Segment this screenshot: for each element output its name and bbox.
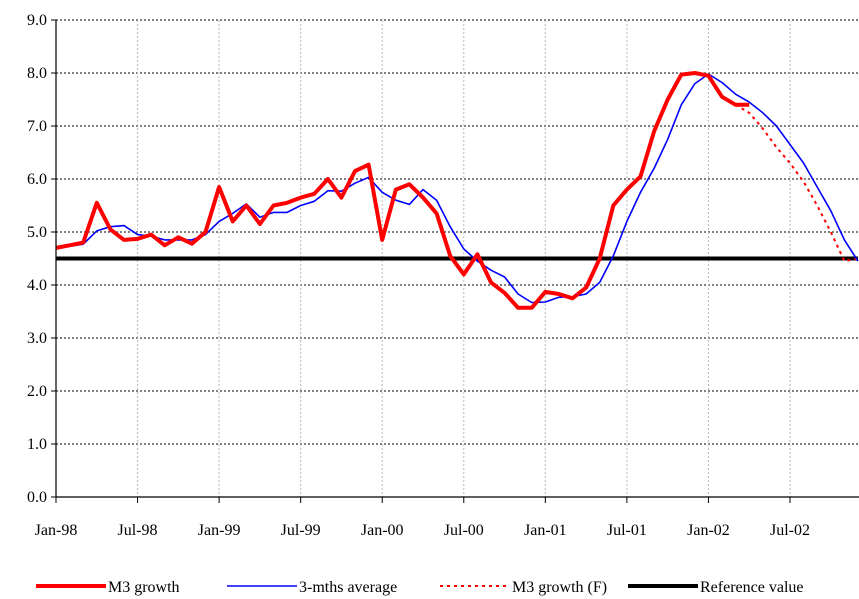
legend-label-m3-growth: M3 growth <box>108 579 180 596</box>
y-tick-label: 1.0 <box>27 436 47 453</box>
y-axis-tick-labels: 0.0 1.0 2.0 3.0 4.0 5.0 6.0 7.0 8.0 9.0 <box>27 12 47 506</box>
x-tick-label: Jan-02 <box>687 522 730 539</box>
x-tick-label: Jul-99 <box>281 522 321 539</box>
x-axis-tick-labels: Jan-98 Jul-98 Jan-99 Jul-99 Jan-00 Jul-00 Jan-… <box>35 522 810 539</box>
x-tick-label: Jul-00 <box>444 522 484 539</box>
x-tick-label: Jan-00 <box>361 522 404 539</box>
x-tick-label: Jul-02 <box>770 522 810 539</box>
legend-label-reference-value: Reference value <box>700 579 803 596</box>
axes <box>55 20 859 498</box>
legend-label-3-mths-average: 3-mths average <box>299 579 397 596</box>
x-tick-label: Jan-98 <box>35 522 78 539</box>
series-3-mths-average <box>55 73 859 304</box>
legend: M3 growth 3-mths average M3 growth (F) Refe… <box>36 579 803 596</box>
y-tick-label: 8.0 <box>27 65 47 82</box>
y-tick-label: 3.0 <box>27 330 47 347</box>
y-tick-label: 0.0 <box>27 489 47 506</box>
legend-label-m3-growth-f: M3 growth (F) <box>512 579 607 596</box>
x-tick-label: Jul-01 <box>607 522 647 539</box>
series-m3-growth-f <box>735 103 859 263</box>
x-tick-label: Jan-99 <box>198 522 241 539</box>
y-tick-label: 2.0 <box>27 383 47 400</box>
x-tick-label: Jul-98 <box>118 522 158 539</box>
y-tick-label: 6.0 <box>27 171 47 188</box>
x-tick-label: Jan-01 <box>524 522 567 539</box>
y-tick-label: 9.0 <box>27 12 47 29</box>
y-tick-label: 5.0 <box>27 224 47 241</box>
series-lines <box>55 71 859 310</box>
vertical-gridlines <box>55 20 791 503</box>
y-tick-label: 4.0 <box>27 277 47 294</box>
horizontal-gridlines <box>51 19 859 498</box>
y-tick-label: 7.0 <box>27 118 47 135</box>
series-m3-growth <box>55 71 750 310</box>
